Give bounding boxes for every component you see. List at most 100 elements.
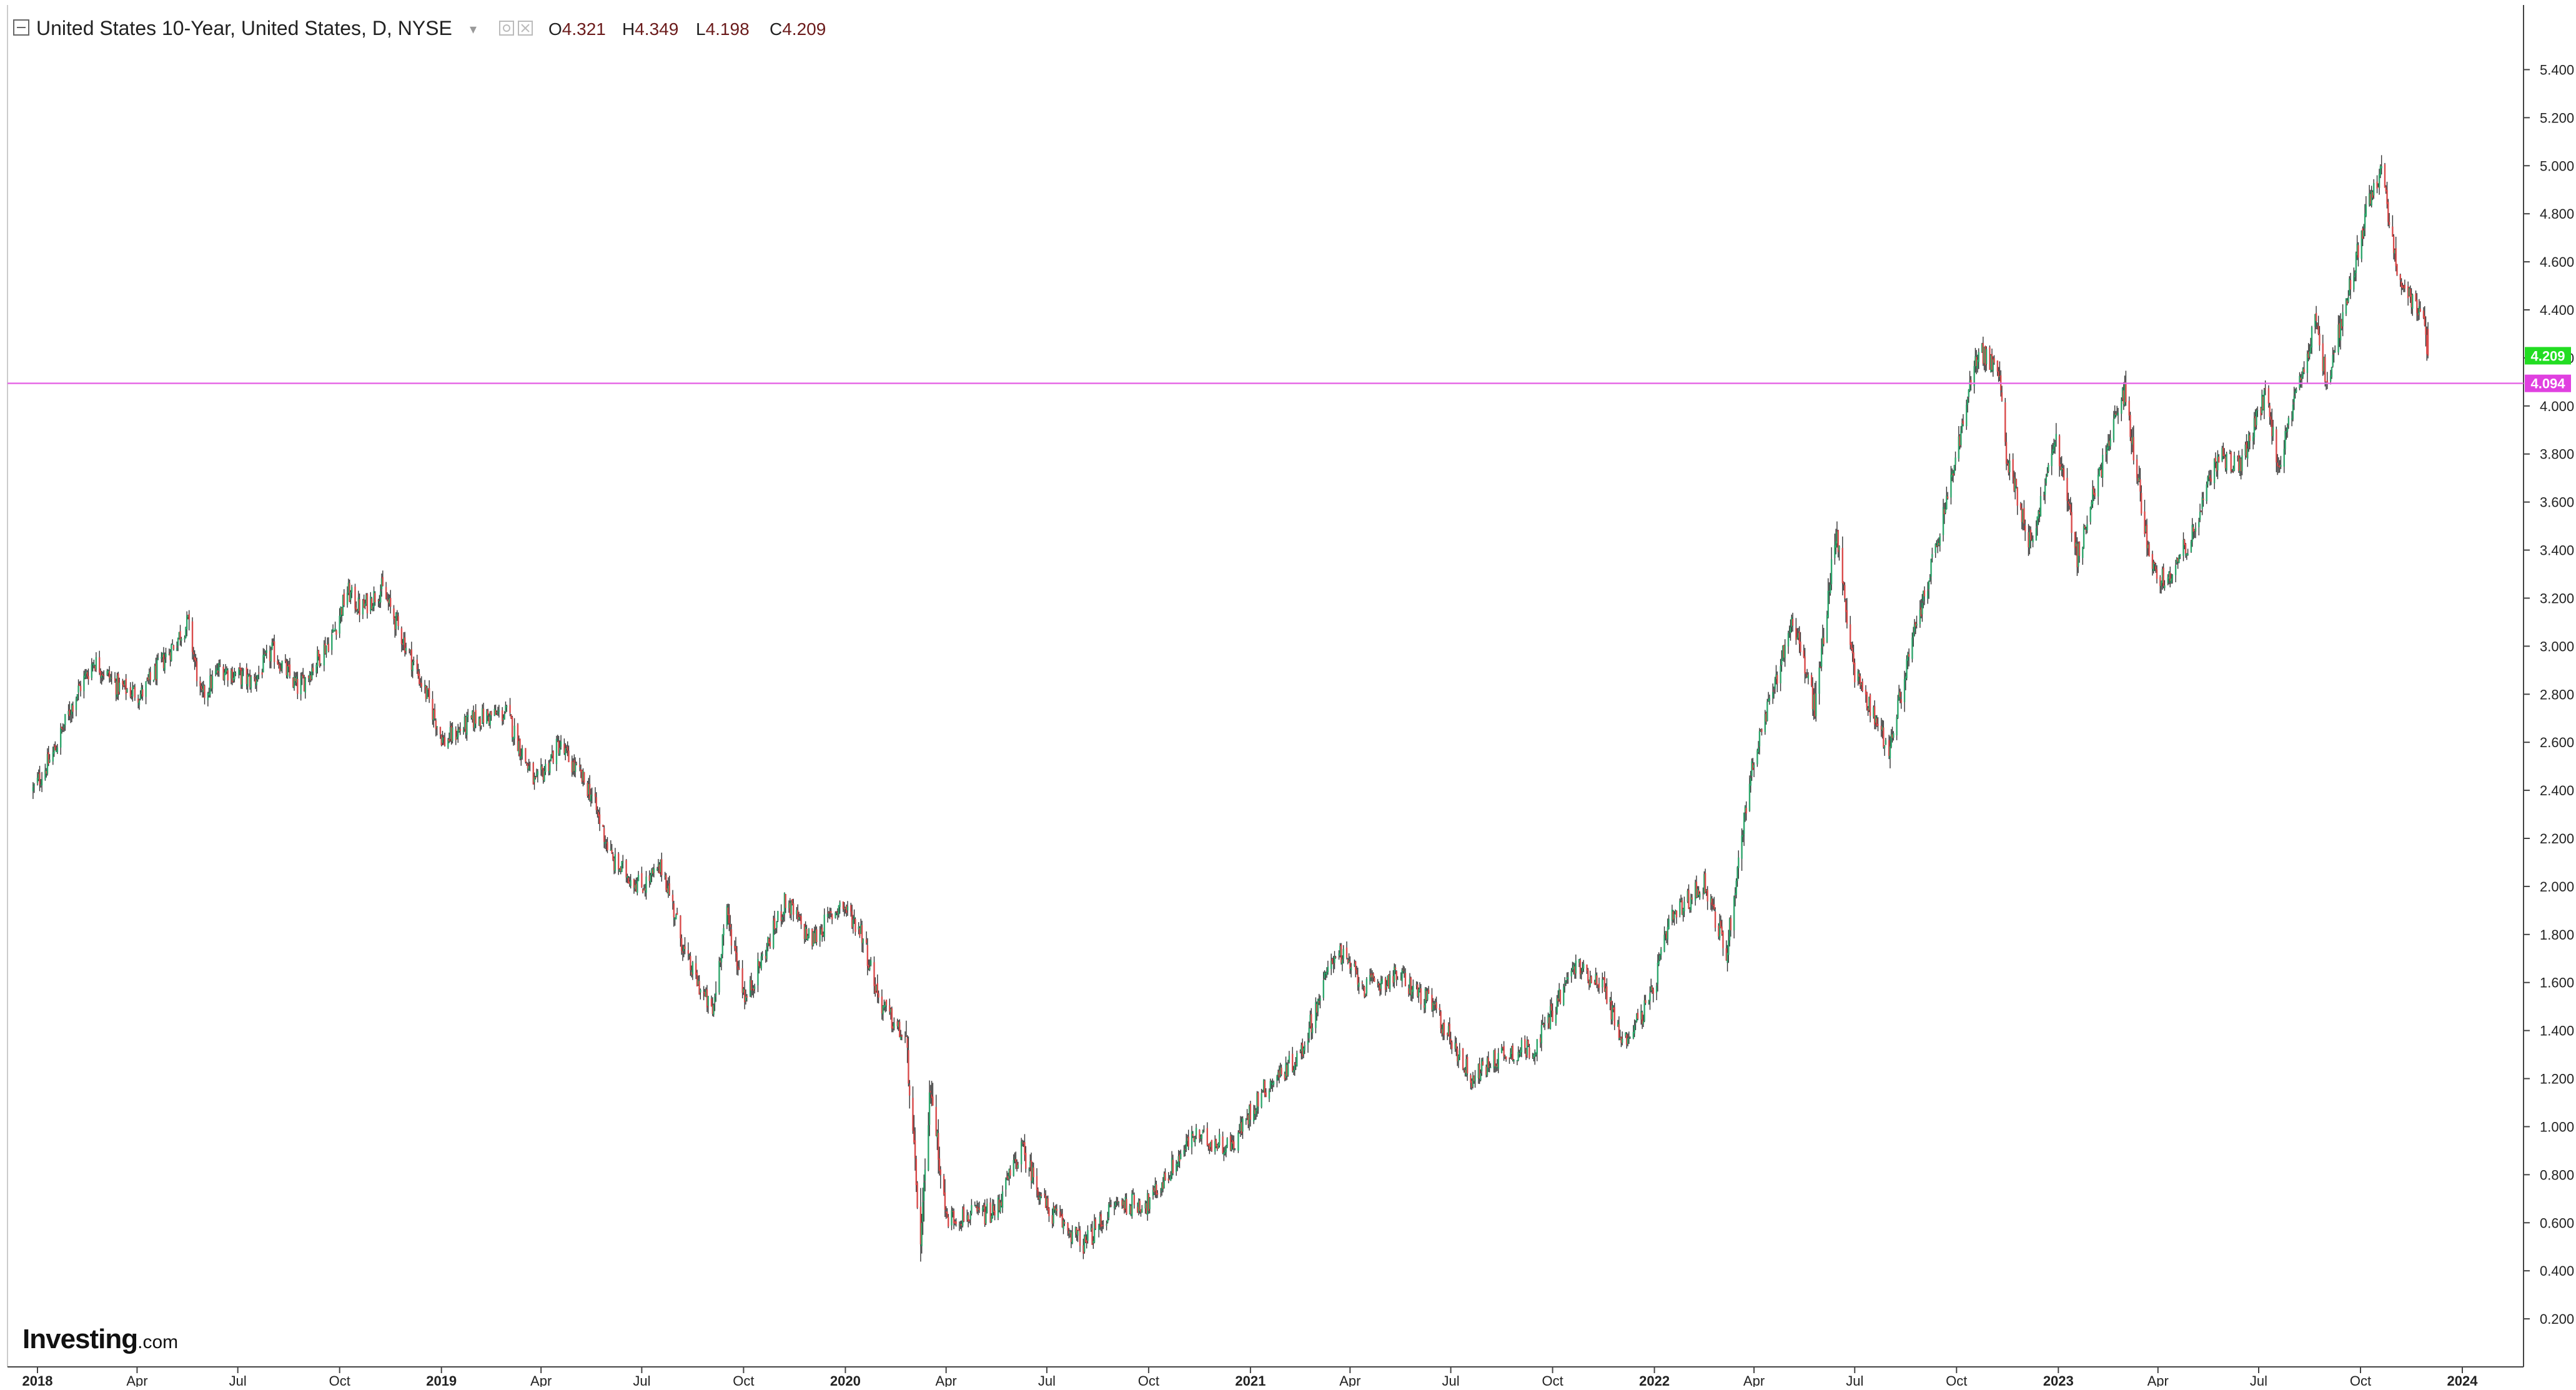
candle-body	[2365, 204, 2367, 216]
candle	[2035, 520, 2038, 541]
candle-body	[1440, 1011, 1442, 1028]
candle	[343, 589, 345, 607]
candle	[1225, 1144, 1227, 1158]
candle	[145, 681, 147, 705]
candle	[715, 981, 717, 1002]
candle-body	[1781, 645, 1784, 660]
candle-body	[1743, 813, 1745, 835]
candle-body	[1061, 1213, 1063, 1228]
candle-body	[1650, 986, 1652, 991]
candle	[889, 998, 891, 1015]
candle	[1412, 979, 1414, 999]
candle	[2319, 325, 2321, 351]
candle-body	[1687, 890, 1688, 902]
candle-body	[1733, 896, 1735, 931]
candle-body	[741, 968, 743, 993]
candle-body	[456, 737, 458, 740]
candle-body	[1192, 1133, 1194, 1136]
candle	[1013, 1154, 1014, 1177]
candle	[459, 722, 462, 735]
candle-body	[1449, 1023, 1451, 1037]
candle	[700, 988, 701, 1000]
candle-body	[433, 709, 436, 719]
candle	[248, 673, 250, 677]
candle-body	[2301, 376, 2303, 379]
collapse-icon[interactable]	[13, 19, 29, 36]
candle	[588, 775, 591, 802]
candle	[1659, 953, 1661, 961]
candle	[916, 1181, 918, 1209]
candle	[1325, 971, 1327, 981]
candle-body	[1774, 679, 1776, 689]
candle-body	[1800, 642, 1801, 652]
candle-body	[588, 783, 590, 795]
candle-body	[1966, 399, 1969, 405]
close-icon[interactable]	[518, 21, 533, 36]
x-tick-label: Oct	[1946, 1373, 1967, 1387]
candle	[389, 594, 390, 607]
candle-body	[1536, 1039, 1538, 1055]
candle	[1605, 983, 1607, 1000]
candle-body	[720, 954, 723, 963]
candle	[1622, 1031, 1623, 1046]
candle-body	[93, 663, 95, 666]
candle-body	[1804, 656, 1806, 674]
y-tick-label: 4.400	[2540, 302, 2574, 318]
candle-body	[2410, 294, 2412, 307]
candle	[457, 723, 459, 743]
candle	[525, 762, 528, 766]
candle	[726, 904, 728, 930]
candle-body	[1241, 1122, 1242, 1134]
candle	[77, 679, 79, 701]
candle	[1845, 598, 1847, 623]
candle-body	[1751, 761, 1753, 776]
candle	[1334, 951, 1335, 970]
candle-body	[1797, 633, 1800, 638]
candle	[1983, 346, 1985, 370]
candle-body	[102, 673, 104, 676]
chevron-down-icon[interactable]: ▾	[470, 21, 477, 37]
candle-body	[2210, 478, 2212, 482]
candle	[568, 745, 570, 763]
candle	[868, 959, 869, 971]
candle	[356, 608, 359, 615]
candle	[496, 710, 498, 715]
candle	[1642, 1015, 1645, 1028]
candle	[850, 903, 852, 917]
candle	[1532, 1053, 1533, 1059]
candle-body	[1603, 977, 1606, 992]
candle-body	[55, 751, 57, 752]
candle	[1146, 1201, 1147, 1214]
candle	[312, 663, 314, 675]
candle	[419, 668, 420, 686]
x-tick-label: 2020	[830, 1373, 861, 1387]
candle	[1665, 931, 1668, 943]
candle	[687, 942, 690, 961]
candle-body	[2068, 501, 2069, 504]
candle	[2075, 531, 2077, 556]
candle	[929, 1085, 932, 1104]
candle-body	[2372, 192, 2374, 198]
candle	[968, 1219, 971, 1224]
candle-body	[1319, 998, 1321, 1001]
candle	[1379, 983, 1381, 996]
candle	[2048, 462, 2049, 474]
candle	[241, 667, 243, 689]
candle	[645, 871, 647, 900]
candle	[2176, 557, 2178, 565]
candle	[86, 670, 88, 679]
candle-body	[44, 770, 46, 780]
candle-body	[876, 983, 878, 995]
candle	[41, 772, 43, 792]
candle-body	[1257, 1092, 1259, 1107]
candle-body	[1890, 734, 1892, 747]
candle	[1730, 915, 1732, 937]
candle-body	[2063, 469, 2065, 480]
candle	[946, 1208, 948, 1218]
candle	[2099, 464, 2101, 470]
settings-icon[interactable]	[499, 21, 514, 36]
candle	[1025, 1146, 1027, 1173]
price-tag-bg	[2525, 347, 2571, 365]
candle	[866, 938, 869, 976]
